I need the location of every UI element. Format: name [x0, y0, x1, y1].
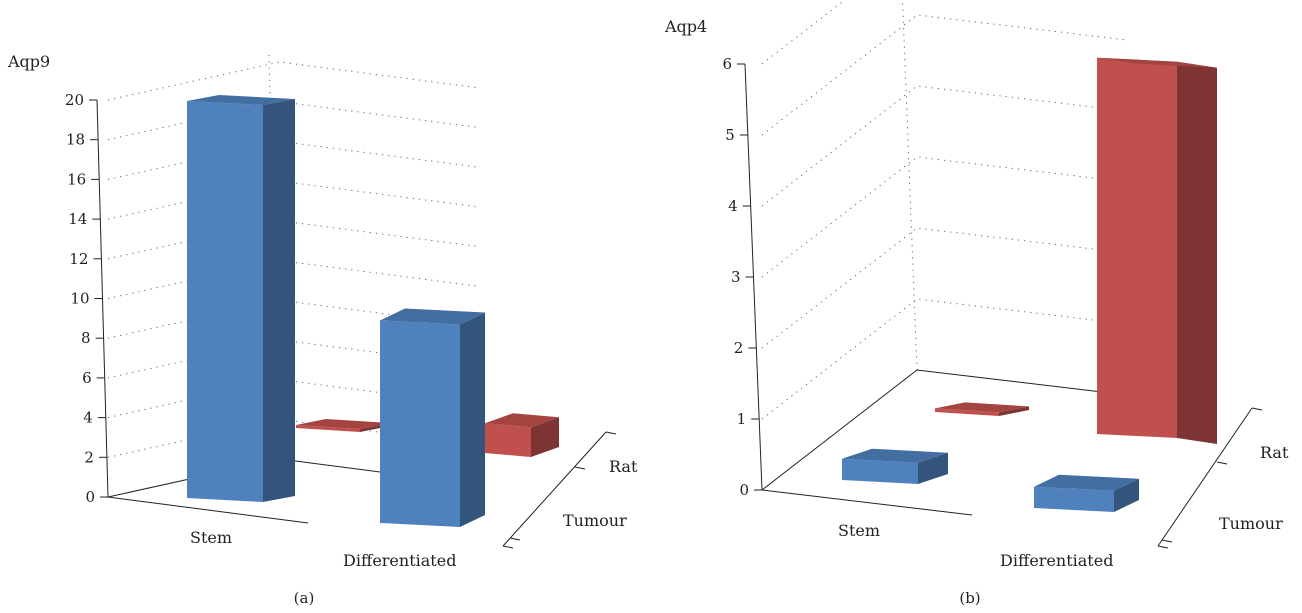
- depth-tick: [1157, 545, 1169, 549]
- bar-front: [187, 101, 263, 502]
- grid-line: [107, 220, 481, 260]
- bar-side: [1114, 478, 1139, 512]
- y-tick-label: 4: [728, 197, 738, 215]
- bar-front: [296, 425, 360, 432]
- y-tick-label: 10: [70, 290, 89, 308]
- bar-top: [935, 402, 1029, 413]
- depth-tick: [1251, 407, 1263, 411]
- bar-front: [842, 458, 918, 484]
- bar-side: [1177, 61, 1217, 444]
- grid-line: [107, 61, 481, 101]
- x-axis-line: [107, 496, 309, 524]
- y-tick-label: 4: [83, 409, 93, 427]
- y-tick-label: 0: [85, 488, 95, 506]
- depth-axis-line: [502, 431, 607, 547]
- y-tick-label: 6: [82, 369, 92, 387]
- bar: [187, 95, 295, 502]
- depth-tick: [574, 466, 586, 470]
- y-tick-label: 5: [725, 126, 735, 144]
- x-axis-line: [761, 489, 973, 516]
- depth-axis-line: [1157, 407, 1253, 547]
- x-tick-label: Stem: [190, 528, 232, 547]
- x-tick-label: Differentiated: [343, 551, 456, 570]
- bar: [485, 413, 559, 457]
- bar-top: [1097, 57, 1217, 68]
- gridlines: [761, 0, 1128, 420]
- bar-front: [380, 320, 460, 527]
- bar: [1097, 57, 1217, 444]
- bar-top: [187, 95, 295, 105]
- y-tick-label: 2: [84, 448, 94, 466]
- depth-tick-label: Tumour: [1219, 514, 1283, 533]
- grid-line: [761, 156, 1128, 278]
- y-tick-label: 3: [731, 268, 741, 286]
- bar-side: [531, 417, 559, 457]
- bar: [1034, 474, 1139, 512]
- y-tick-label: 18: [66, 131, 85, 149]
- bar-top: [1034, 474, 1139, 491]
- y-tick-label: 14: [68, 210, 87, 228]
- bar-front: [1097, 57, 1177, 438]
- y-tick-label: 12: [69, 250, 88, 268]
- bar-side: [460, 312, 485, 527]
- y-tick-label: 8: [81, 329, 91, 347]
- y-tick-label: 6: [722, 55, 732, 73]
- grid-line: [107, 180, 481, 220]
- bar-top: [842, 448, 948, 463]
- grid-line: [761, 14, 1128, 136]
- chart-b: Aqp4 (b) Stem Differentiated Tumour Rat …: [664, 0, 1289, 607]
- y-tick-label: 1: [737, 410, 747, 428]
- y-axis-label: Aqp9: [7, 52, 50, 71]
- grid-line: [761, 227, 1128, 349]
- grid-line: [761, 0, 846, 65]
- depth-tick: [502, 545, 514, 549]
- bar-top: [485, 413, 559, 428]
- grid-line: [107, 140, 481, 180]
- y-tick-label: 16: [67, 170, 86, 188]
- depth-tick-label: Rat: [609, 457, 638, 476]
- bar-side: [999, 406, 1029, 416]
- grid-line: [107, 259, 481, 299]
- bar-top: [380, 308, 485, 325]
- depth-tick: [1216, 461, 1228, 465]
- bar: [842, 448, 948, 484]
- bar-front: [485, 423, 531, 457]
- bar-side: [918, 452, 948, 484]
- bar-top: [296, 419, 390, 429]
- panel-label: (a): [294, 589, 315, 607]
- grid-line: [902, 0, 918, 371]
- bar-front: [935, 408, 999, 416]
- depth-tick: [509, 537, 521, 541]
- grid-line: [761, 85, 1128, 207]
- depth-tick-label: Tumour: [563, 511, 627, 530]
- y-tick-label: 20: [65, 91, 84, 109]
- depth-tick-label: Rat: [1260, 443, 1289, 462]
- y-axis-label: Aqp4: [664, 17, 707, 36]
- bar-front: [1034, 486, 1114, 512]
- bar-side: [263, 99, 295, 502]
- depth-tick: [1161, 539, 1173, 543]
- bar: [935, 402, 1029, 416]
- x-tick-label: Stem: [838, 521, 880, 540]
- bar: [296, 419, 390, 432]
- x-tick-label: Differentiated: [1000, 551, 1113, 570]
- grid-line: [107, 101, 481, 141]
- bar: [380, 308, 485, 527]
- grid-line: [761, 298, 1128, 420]
- y-tick-label: 0: [739, 481, 749, 499]
- panel-label: (b): [959, 589, 980, 607]
- y-tick-label: 2: [734, 339, 744, 357]
- chart-a: Aqp9 (a) Stem Differentiated Tumour Rat …: [7, 52, 638, 607]
- depth-tick: [605, 431, 617, 435]
- floor-edge: [761, 369, 1128, 491]
